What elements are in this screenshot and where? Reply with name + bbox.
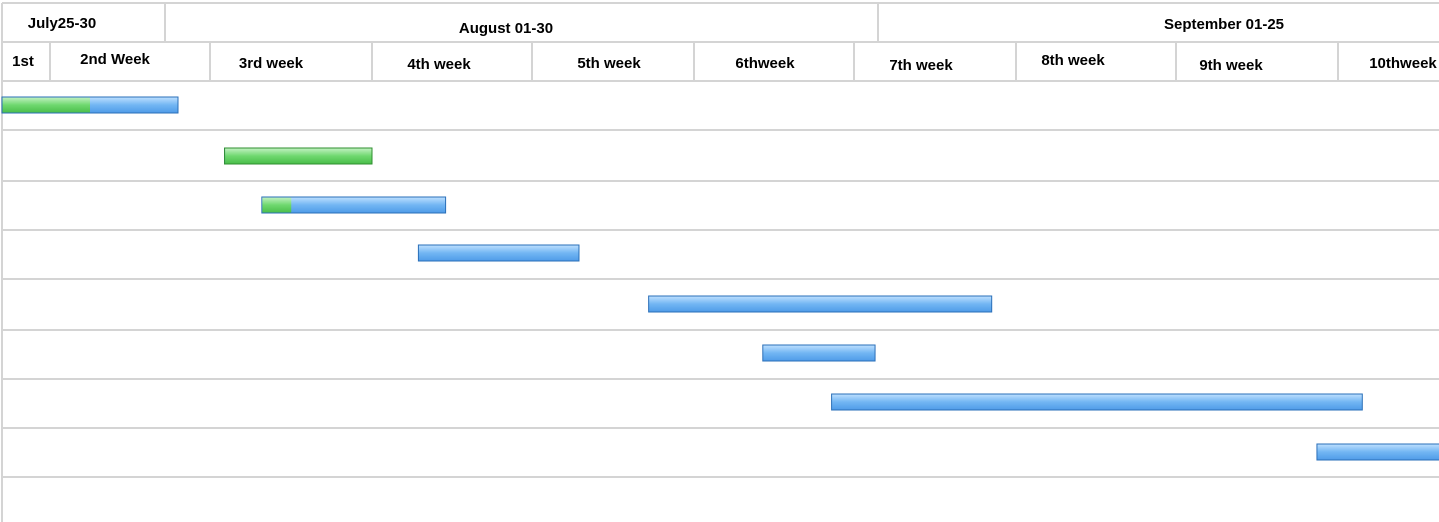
- month-label: August 01-30: [459, 20, 553, 37]
- week-label: 7th week: [889, 57, 953, 74]
- task-bar[interactable]: [648, 295, 993, 313]
- task-bar[interactable]: [1316, 443, 1439, 461]
- month-header: July25-30 August 01-30 September 01-25: [28, 3, 1284, 42]
- week-label: 5th week: [577, 55, 641, 72]
- task-planned-bar[interactable]: [648, 295, 993, 313]
- week-label: 8th week: [1041, 52, 1105, 69]
- week-label: 4th week: [407, 56, 471, 73]
- week-label: 3rd week: [239, 55, 304, 72]
- task-bars: [1, 96, 1439, 461]
- task-bar[interactable]: [831, 393, 1363, 411]
- task-progress-fill: [262, 197, 292, 213]
- task-planned-bar[interactable]: [261, 196, 447, 214]
- task-planned-bar[interactable]: [831, 393, 1363, 411]
- month-label: September 01-25: [1164, 16, 1284, 33]
- task-progress-fill: [2, 97, 90, 113]
- task-planned-bar[interactable]: [417, 244, 580, 262]
- week-header: 1st 2nd Week 3rd week 4th week 5th week 6thwe…: [12, 42, 1437, 81]
- task-bar[interactable]: [1, 96, 179, 114]
- task-bar[interactable]: [224, 147, 373, 165]
- task-bar[interactable]: [261, 196, 447, 214]
- week-label: 9th week: [1199, 57, 1263, 74]
- task-progress-fill: [225, 148, 372, 164]
- week-label: 10thweek: [1369, 55, 1437, 72]
- week-label: 2nd Week: [80, 51, 150, 68]
- task-planned-bar[interactable]: [762, 344, 876, 362]
- week-label: 1st: [12, 53, 34, 70]
- week-label: 6thweek: [735, 55, 795, 72]
- task-complete-outline: [224, 147, 373, 165]
- task-bar[interactable]: [762, 344, 876, 362]
- task-bar[interactable]: [417, 244, 580, 262]
- task-planned-bar[interactable]: [1316, 443, 1439, 461]
- month-label: July25-30: [28, 15, 96, 32]
